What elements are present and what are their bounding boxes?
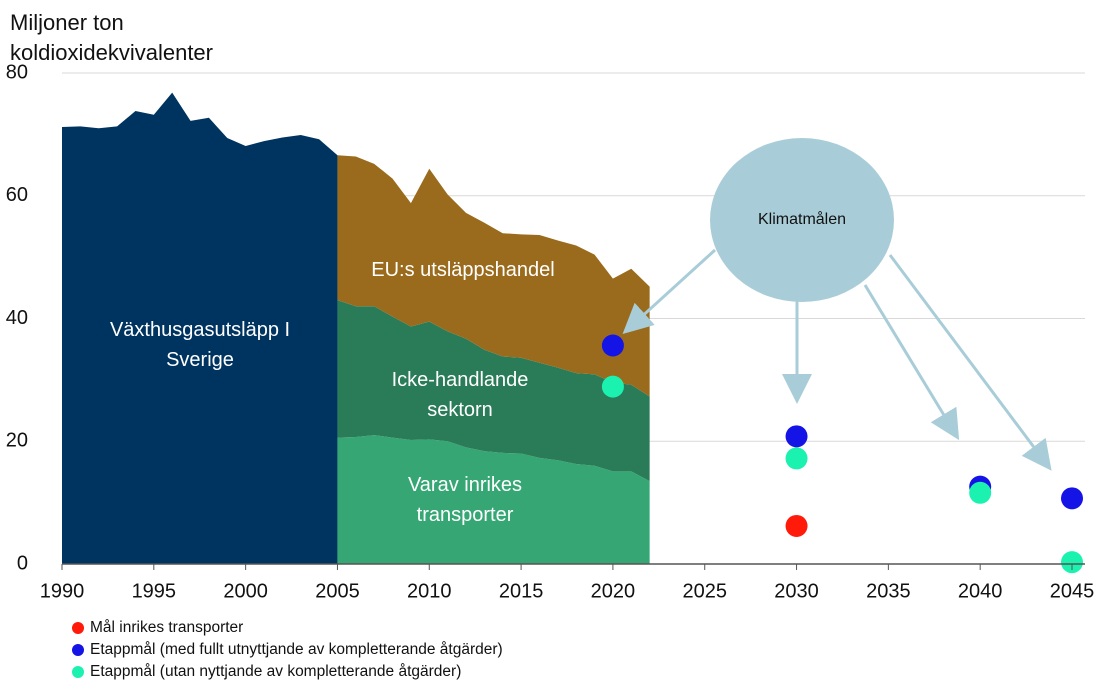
x-tick-label: 2015 <box>499 580 544 602</box>
area-label: Icke-handlande sektorn <box>391 369 529 421</box>
area <box>337 155 650 397</box>
x-tick-label: 2010 <box>407 580 452 602</box>
annotation-bubble <box>710 138 894 302</box>
y-tick-label: 80 <box>6 61 28 83</box>
x-tick-label: 1990 <box>40 580 85 602</box>
legend-marker <box>72 644 84 656</box>
arrow <box>863 284 960 441</box>
point <box>969 481 992 504</box>
x-tick-label: 2025 <box>682 580 727 602</box>
point <box>785 514 808 537</box>
x-tick-label: 2040 <box>958 580 1003 602</box>
point <box>601 334 624 357</box>
area <box>337 300 650 482</box>
legend-marker <box>72 666 84 678</box>
annotation-text: Klimatmålen <box>758 210 846 228</box>
legend-label: Mål inrikes transporter <box>90 619 243 636</box>
x-tick-label: 2035 <box>866 580 911 602</box>
annotation: Klimatmålen <box>622 138 1052 471</box>
x-tick-label: 2045 <box>1050 580 1095 602</box>
x-tick-label: 1995 <box>132 580 177 602</box>
x-tick-label: 2020 <box>591 580 636 602</box>
area-label: Varav inrikes transporter <box>407 474 523 526</box>
point <box>785 447 808 470</box>
point <box>601 375 624 398</box>
area-label: Växthusgasutsläpp I Sverige <box>109 319 291 371</box>
x-tick-label: 2005 <box>315 580 360 602</box>
y-tick-label: 40 <box>6 307 28 329</box>
y-axis-title: Miljoner ton koldioxidekvivalenter <box>10 10 213 65</box>
arrow <box>888 254 1052 471</box>
x-tick-label: 2000 <box>223 580 268 602</box>
y-tick-label: 60 <box>6 184 28 206</box>
area <box>62 92 338 564</box>
x-tick-label: 2030 <box>774 580 819 602</box>
arrow <box>622 248 717 335</box>
area-label: EU:s utsläppshandel <box>371 259 555 281</box>
legend-marker <box>72 622 84 634</box>
legend-label: Etappmål (med fullt utnyttjande av kompl… <box>90 641 503 658</box>
y-tick-label: 20 <box>6 430 28 452</box>
point <box>785 425 808 448</box>
point <box>1061 487 1083 510</box>
area <box>337 435 650 564</box>
point <box>1061 551 1083 574</box>
legend-label: Etappmål (utan nyttjande av kompletteran… <box>90 663 461 680</box>
y-tick-label: 0 <box>17 552 28 574</box>
